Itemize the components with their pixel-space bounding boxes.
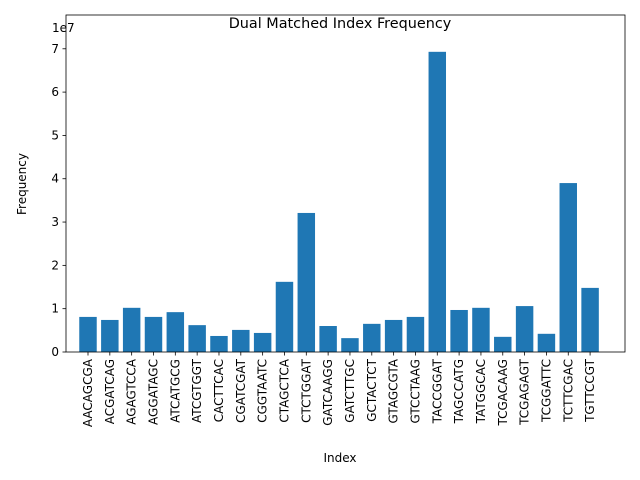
- bar: [581, 287, 599, 352]
- y-tick-label: 7: [51, 42, 59, 56]
- bar: [166, 312, 185, 352]
- y-tick-label: 5: [51, 128, 59, 142]
- x-tick-label: TACCGGAT: [430, 358, 444, 424]
- y-tick-label: 1: [51, 302, 59, 316]
- bar: [472, 307, 490, 352]
- x-tick-label: ATCGTGGT: [190, 358, 204, 423]
- chart-title: Dual Matched Index Frequency: [229, 16, 452, 32]
- bar: [253, 332, 272, 352]
- x-tick-label: AGGATAGC: [146, 359, 160, 425]
- x-tick-label: TGTTCCGT: [583, 358, 597, 423]
- bar: [122, 307, 141, 352]
- y-offset-label: 1e7: [52, 21, 75, 35]
- x-tick-label: AGAGTCCA: [125, 358, 139, 425]
- bar: [79, 316, 97, 352]
- x-tick-label: CGATCGAT: [234, 358, 248, 423]
- x-tick-label: ATCATGCG: [168, 359, 182, 423]
- x-tick-label: GATCAAGG: [321, 359, 335, 426]
- x-tick-label: CACTTCAC: [212, 359, 226, 422]
- bar: [450, 309, 468, 352]
- bar: [363, 323, 381, 352]
- bar: [101, 319, 119, 352]
- y-tick-label: 2: [51, 258, 59, 272]
- y-tick-label: 6: [51, 85, 59, 99]
- x-tick-label: TATGGCAC: [474, 359, 488, 424]
- bar: [537, 333, 556, 352]
- x-tick-label: CTAGCTCA: [277, 358, 291, 422]
- x-tick-label: GTCCTAAG: [408, 359, 422, 424]
- y-tick-label: 3: [51, 215, 59, 229]
- x-tick-label: CTCTGGAT: [299, 358, 313, 423]
- bar: [144, 316, 163, 352]
- x-tick-label: GATCTTGC: [343, 359, 357, 423]
- y-tick-label: 0: [51, 345, 59, 359]
- bar: [341, 338, 359, 352]
- x-tick-label: TCGGATTC: [539, 359, 553, 423]
- bar: [559, 183, 577, 352]
- x-tick-label: GCTACTCT: [365, 358, 379, 421]
- bar: [406, 316, 425, 352]
- x-tick-label: TCGACAAG: [496, 359, 510, 427]
- x-tick-label: AACAGCGA: [81, 358, 95, 427]
- x-tick-label: TCTTCGAC: [561, 359, 575, 423]
- bar: [188, 325, 206, 352]
- y-axis-label: Frequency: [15, 153, 29, 215]
- bar: [428, 51, 447, 353]
- bar: [319, 326, 337, 352]
- x-tick-label: ACGATCAG: [103, 359, 117, 424]
- x-tick-label: TCGAGAGT: [518, 358, 532, 425]
- x-tick-label: TAGCCATG: [452, 359, 466, 424]
- y-tick-label: 4: [51, 172, 59, 186]
- bar: [210, 335, 228, 352]
- x-axis-label: Index: [323, 451, 356, 465]
- bar: [494, 336, 512, 352]
- bar: [384, 319, 403, 352]
- bar: [232, 329, 250, 352]
- plot-frame: [65, 14, 626, 353]
- bar: [515, 306, 534, 352]
- x-tick-label: CGGTAATC: [256, 359, 270, 423]
- x-tick-label: GTAGCGTA: [387, 358, 401, 423]
- bar: [275, 281, 294, 352]
- bar: [297, 212, 316, 352]
